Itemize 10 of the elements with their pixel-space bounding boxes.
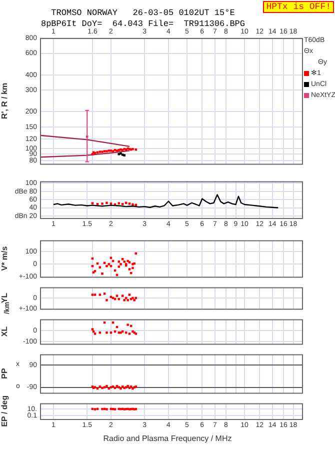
y-axis-title: PP <box>0 368 10 379</box>
y-axis-title: R', R / km <box>0 82 10 119</box>
text: HPTx is OFF! <box>263 1 334 13</box>
y-axis-title: EP / deg <box>0 395 10 427</box>
chart-subtitle: 8pBP6It DoY= 64.043 File= TR911306.BPG <box>40 19 246 29</box>
y-axis-title: YL <box>0 292 10 304</box>
x-axis-title: Radio and Plasma Frequency / MHz <box>102 434 233 443</box>
y-axis-title: XL <box>0 326 10 337</box>
y-axis-title: V* m/s <box>0 246 10 271</box>
chart-title: TROMSO NORWAY 26-03-05 0102UT 15°E <box>50 8 236 18</box>
